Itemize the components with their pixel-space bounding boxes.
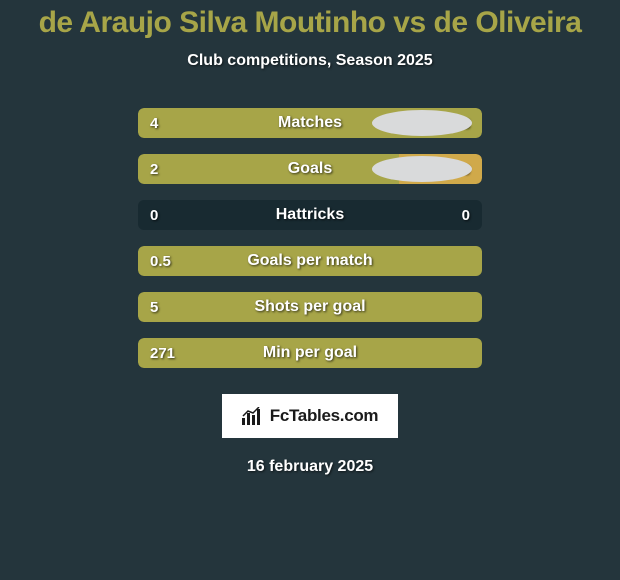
stat-row: 0.5Goals per match [138, 246, 482, 276]
player-marker-right [372, 156, 472, 182]
page-title: de Araujo Silva Moutinho vs de Oliveira [39, 6, 582, 40]
stat-row: 271Min per goal [138, 338, 482, 368]
bar-fill-left [138, 246, 482, 276]
stat-bar: 0 0Hattricks [138, 200, 482, 230]
bar-fill-left [138, 338, 482, 368]
stat-row: 43Matches [138, 108, 482, 138]
comparison-card: de Araujo Silva Moutinho vs de Oliveira … [0, 0, 620, 476]
stat-bar: 5Shots per goal [138, 292, 482, 322]
stat-value-left: 271 [150, 338, 175, 368]
bar-fill-left [138, 154, 399, 184]
player-marker-right [372, 110, 472, 136]
stats-list: 43Matches 20Goals 0 0Hattricks 0.5Goals per … [138, 108, 482, 384]
stat-label: Hattricks [138, 200, 482, 230]
brand-text: FcTables.com [270, 406, 379, 426]
bar-fill-left [138, 292, 482, 322]
stat-value-left: 0 [150, 200, 158, 230]
date-line: 16 february 2025 [247, 458, 373, 476]
stat-value-left: 0.5 [150, 246, 171, 276]
page-subtitle: Club competitions, Season 2025 [187, 52, 432, 70]
stat-row: 0 0Hattricks [138, 200, 482, 230]
stat-value-right: 0 [462, 200, 470, 230]
stat-value-left: 2 [150, 154, 158, 184]
stat-value-left: 5 [150, 292, 158, 322]
stat-row: 20Goals [138, 154, 482, 184]
bar-fill-left [138, 108, 334, 138]
stat-bar: 271Min per goal [138, 338, 482, 368]
bar-chart-icon [242, 407, 264, 425]
stat-value-left: 4 [150, 108, 158, 138]
branding-badge: FcTables.com [222, 394, 399, 438]
stat-row: 5Shots per goal [138, 292, 482, 322]
stat-bar: 0.5Goals per match [138, 246, 482, 276]
